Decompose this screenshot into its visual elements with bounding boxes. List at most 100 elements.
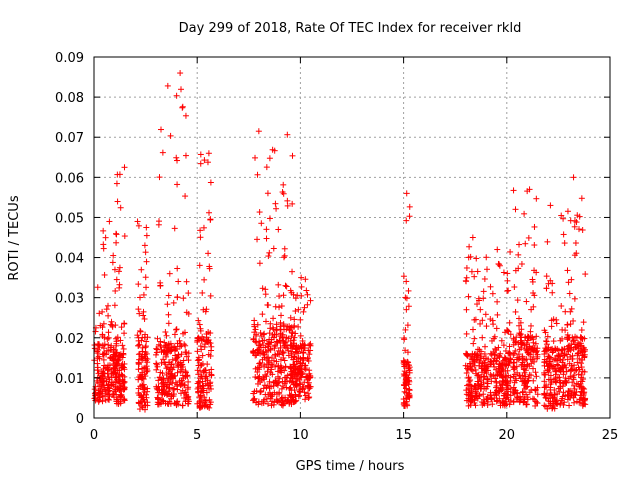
data-point [266,378,273,385]
data-point [268,383,275,390]
data-point [113,371,120,378]
data-point [284,131,291,138]
data-point [165,292,172,299]
data-point [166,270,173,277]
data-point [105,362,112,369]
data-point [265,364,272,371]
data-point [272,303,279,310]
data-point [155,377,162,384]
data-point [197,151,204,158]
data-point [117,392,124,399]
data-point [173,402,180,409]
data-point [136,310,143,317]
data-point [481,275,488,282]
data-point [135,281,142,288]
data-point [255,346,262,353]
data-point [113,180,120,187]
data-point [117,353,124,360]
data-point [167,373,174,380]
data-point [249,349,256,356]
data-point [121,385,128,392]
data-point [142,343,149,350]
data-point [291,361,298,368]
data-point [263,226,270,233]
data-point [262,344,269,351]
data-point [95,391,102,398]
data-point [400,273,407,280]
data-point [511,284,518,291]
data-point [560,231,567,238]
data-point [106,396,113,403]
data-point [547,202,554,209]
data-point [185,350,192,357]
data-point [256,260,263,267]
x-tick-label: 5 [193,428,201,443]
data-point [578,195,585,202]
data-point [92,392,99,399]
data-point [204,159,211,166]
data-point [173,326,180,333]
data-point [463,274,470,281]
data-point [260,385,267,392]
data-point [96,310,103,317]
data-point [282,282,289,289]
data-point [103,306,110,313]
data-point [153,346,160,353]
data-point [108,342,115,349]
data-point [119,342,126,349]
data-point [195,354,202,361]
data-point [111,266,118,273]
data-point [494,311,501,318]
data-point [142,331,149,338]
data-point [298,283,305,290]
data-point [142,402,149,409]
data-point [304,291,311,298]
data-point [256,209,263,216]
data-point [406,213,413,220]
data-point [281,252,288,259]
data-point [118,393,125,400]
data-point [511,359,518,366]
data-point [101,375,108,382]
data-point [273,358,280,365]
data-point [279,334,286,341]
data-point [251,388,258,395]
data-point [264,190,271,197]
data-point [516,241,523,248]
data-point [134,332,141,339]
data-point [272,342,279,349]
data-point [105,312,112,319]
data-point [201,157,208,164]
data-point [251,329,258,336]
data-point [291,316,298,323]
data-point [493,378,500,385]
data-point [283,374,290,381]
data-point [529,395,536,402]
data-point [273,338,280,345]
data-point [288,392,295,399]
data-point [205,250,212,257]
data-point [571,217,578,224]
data-point [463,330,470,337]
data-point [92,328,99,335]
data-point [293,380,300,387]
data-point [182,342,189,349]
data-point [118,382,125,389]
data-point [177,70,184,77]
data-point [543,273,550,280]
data-point [254,380,261,387]
x-tick-label: 0 [90,428,98,443]
data-point [275,347,282,354]
data-point [137,328,144,335]
data-point [136,406,143,413]
data-point [284,323,291,330]
data-point [144,388,151,395]
data-point [531,242,538,249]
data-point [292,330,299,337]
data-point [109,259,116,266]
data-point [99,324,106,331]
data-point [95,370,102,377]
data-point [304,355,311,362]
data-point [278,312,285,319]
data-point [139,382,146,389]
